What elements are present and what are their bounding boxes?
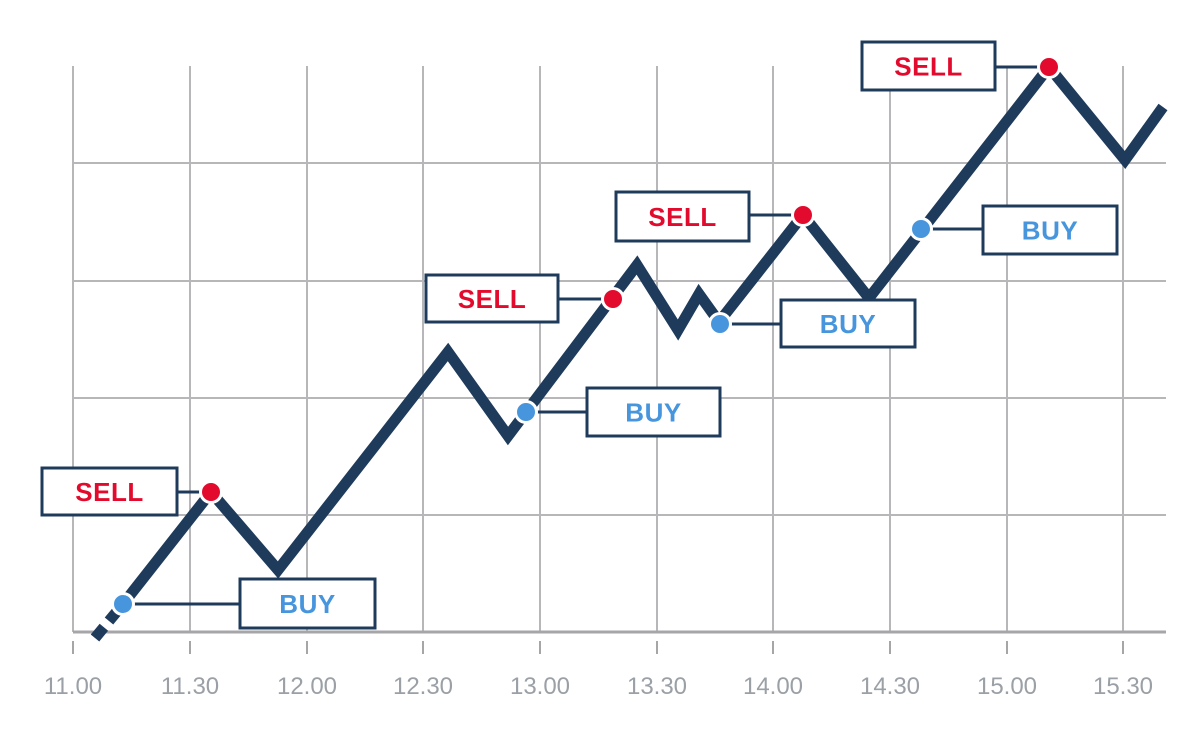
sell-signal-box	[424, 273, 560, 324]
buy-signal-dot	[708, 312, 732, 336]
buy-signal-label: BUY	[1022, 215, 1078, 245]
x-axis-tick-label: 12.30	[393, 673, 453, 700]
price-line-dashed-start	[90, 600, 128, 642]
buy-signal-label: BUY	[279, 589, 335, 619]
x-axis-tick-label: 12.00	[277, 673, 337, 700]
x-axis-tick-label: 15.00	[977, 673, 1037, 700]
sell-signal-dot	[1037, 55, 1061, 79]
sell-signal-dot	[791, 203, 815, 227]
sell-signal-dot	[601, 287, 625, 311]
buy-signal-dot	[514, 400, 538, 424]
buy-signal-label: BUY	[625, 397, 681, 427]
sell-signal-box	[860, 40, 997, 92]
buy-signal-box	[585, 386, 722, 438]
x-axis-tick-label: 11.00	[44, 673, 102, 700]
sell-signal-box	[614, 190, 751, 243]
buy-signal-dot	[111, 592, 135, 616]
sell-signal-label: SELL	[458, 284, 526, 314]
sell-signal-label: SELL	[75, 477, 143, 507]
buy-signal-dot	[909, 217, 933, 241]
buy-signal-box	[238, 577, 377, 630]
sell-signal-label: SELL	[894, 51, 962, 81]
buy-signal-box	[981, 204, 1119, 256]
x-axis-tick-label: 11.30	[161, 673, 219, 700]
buy-signal-label: BUY	[820, 309, 876, 339]
x-axis-tick-label: 15.30	[1093, 673, 1153, 700]
buy-signal-box	[779, 298, 917, 349]
sell-signal-dot	[199, 480, 223, 504]
x-axis-tick-label: 13.30	[627, 673, 687, 700]
price-line	[118, 58, 1168, 608]
sell-signal-label: SELL	[648, 202, 716, 232]
x-axis-tick-label: 13.00	[510, 673, 570, 700]
x-axis-tick-label: 14.30	[860, 673, 920, 700]
sell-signal-box	[40, 466, 179, 517]
x-axis-tick-label: 14.00	[743, 673, 803, 700]
